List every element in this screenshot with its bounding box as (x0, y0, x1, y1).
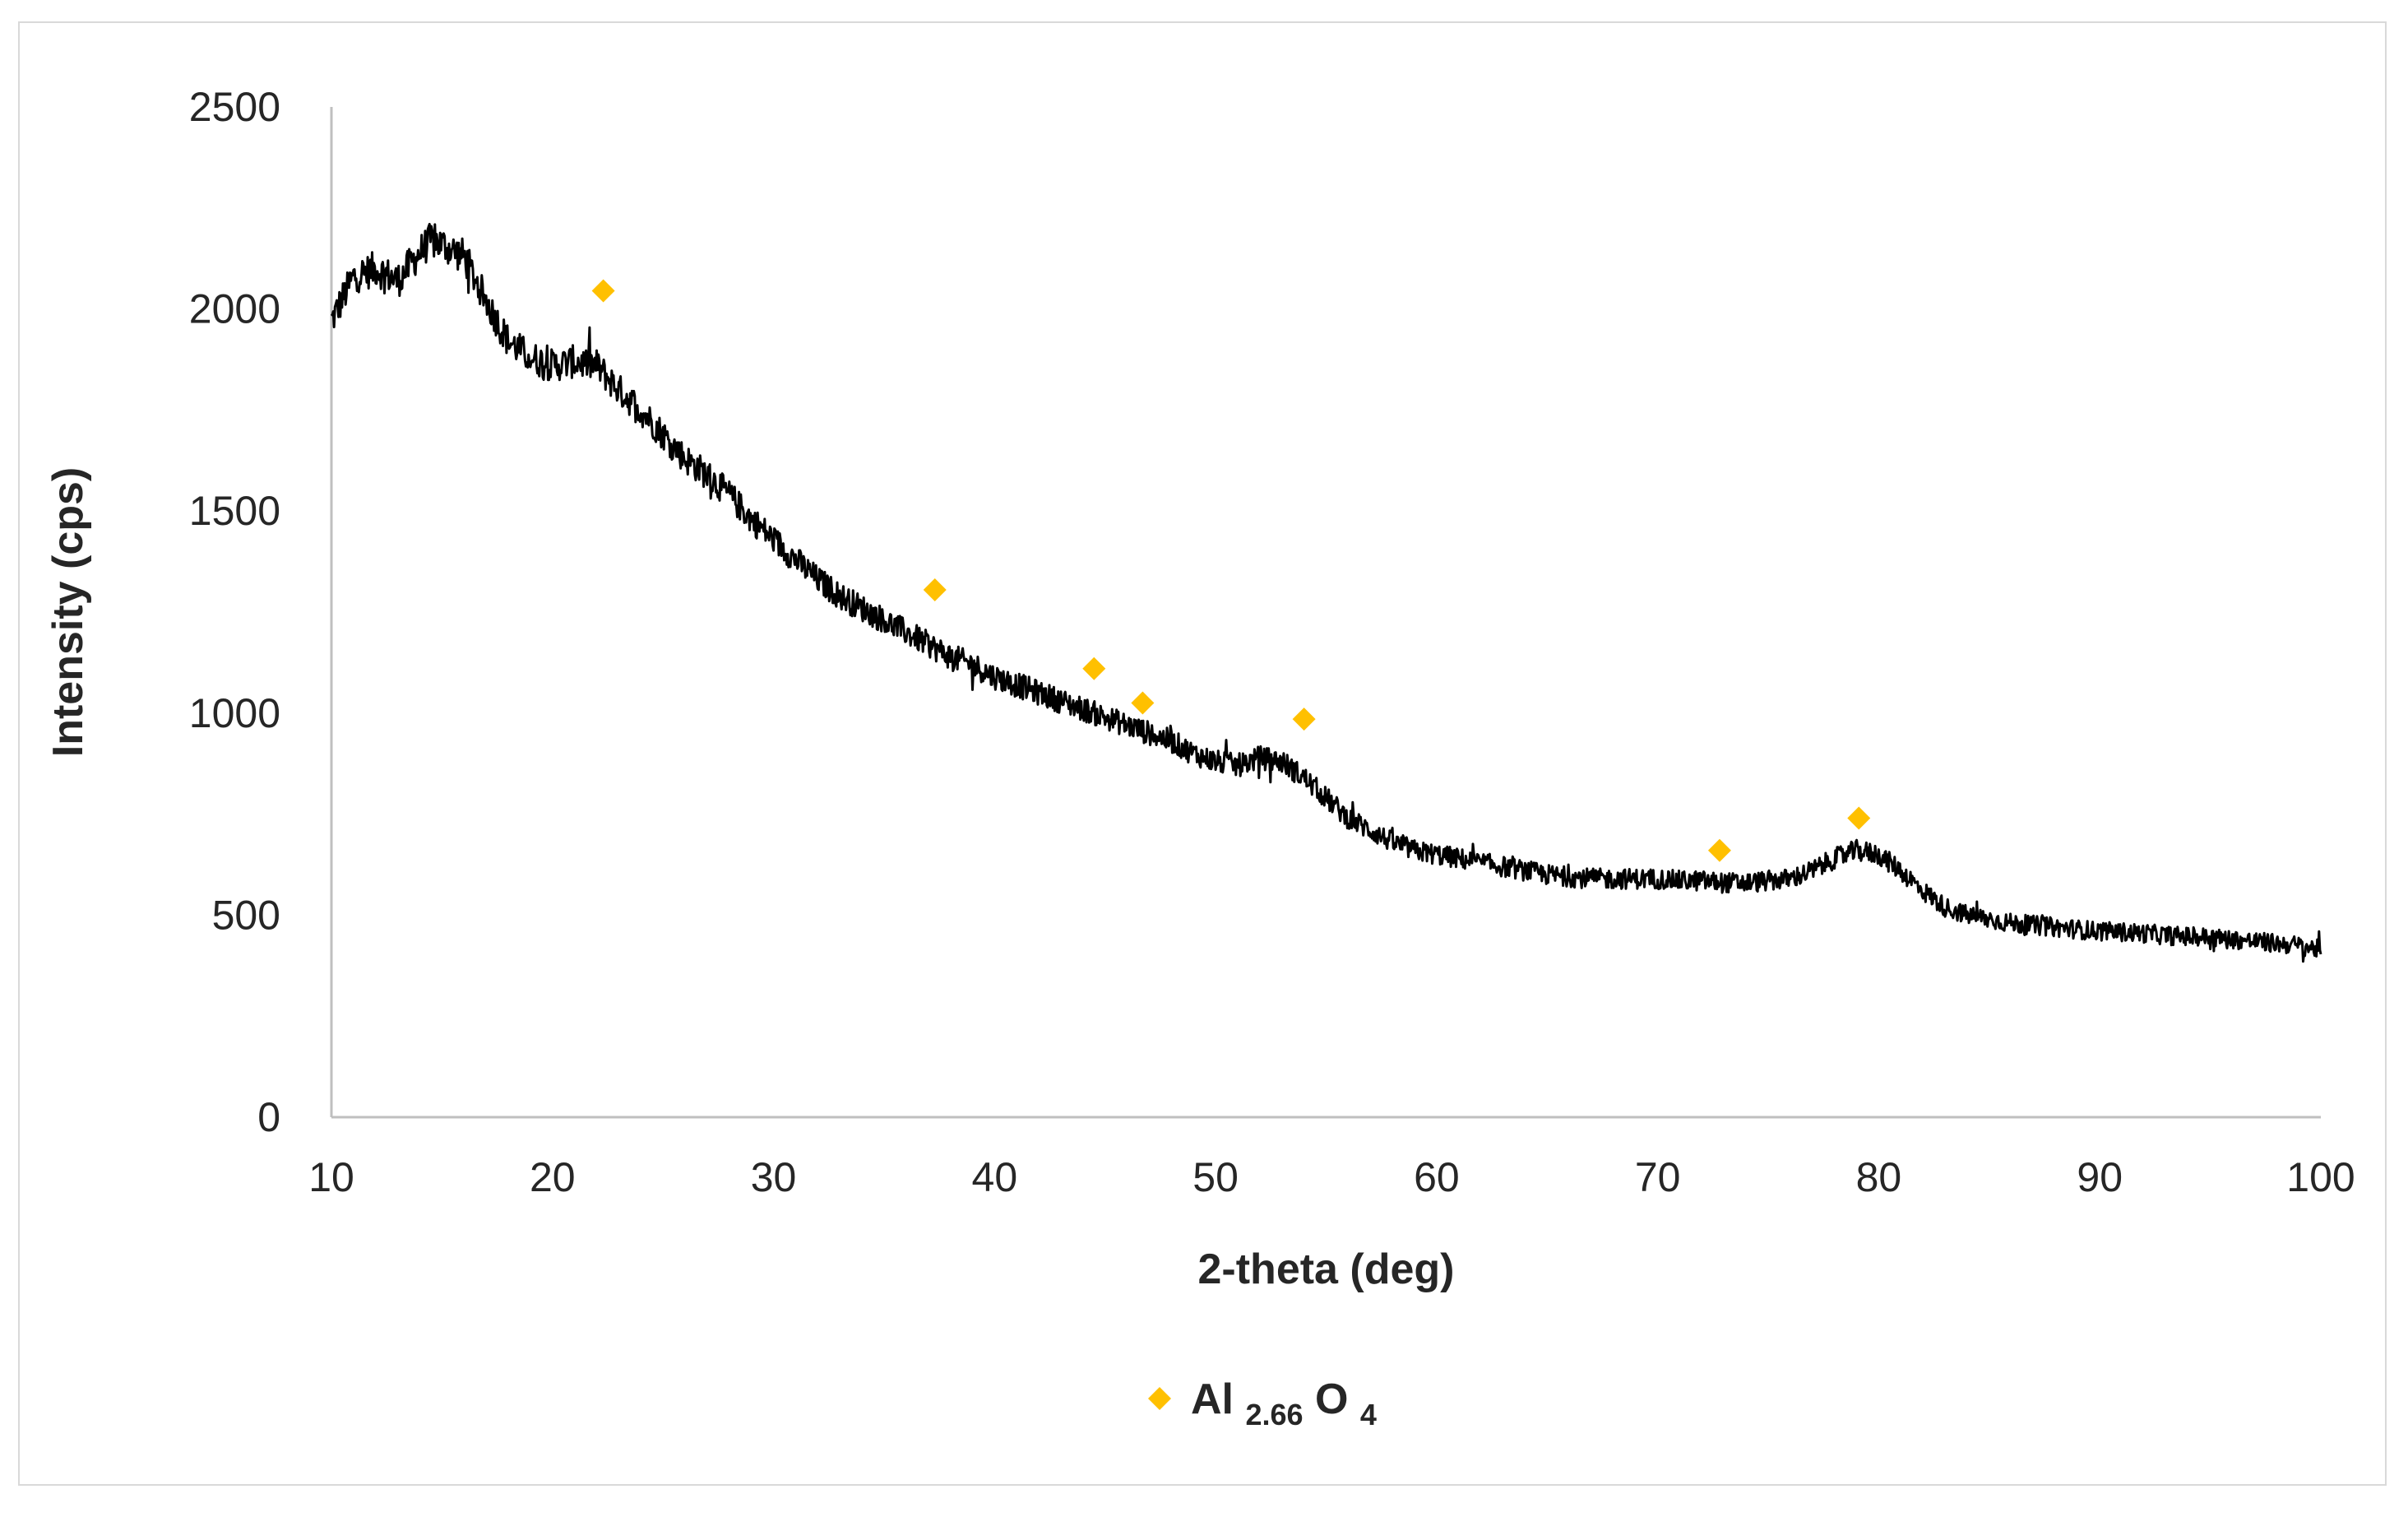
x-tick-label-50: 50 (1192, 1154, 1239, 1200)
x-tick-label-10: 10 (308, 1154, 354, 1200)
y-tick-label-2500: 2500 (189, 84, 280, 130)
y-tick-label-0: 0 (257, 1094, 280, 1140)
legend-diamond-icon (1148, 1387, 1171, 1410)
x-tick-label-80: 80 (1856, 1154, 1902, 1200)
al266o4-peak-markers (591, 279, 1871, 862)
peak-marker-3 (1082, 656, 1106, 680)
y-tick-labels: 0 500 1000 1500 2000 2500 (189, 84, 280, 1140)
x-axis-title: 2-theta (deg) (1198, 1246, 1455, 1293)
peak-marker-6 (1707, 838, 1731, 862)
x-tick-label-90: 90 (2077, 1154, 2123, 1200)
legend-label-o: O (1315, 1376, 1348, 1423)
legend-label-sub1: 2.66 (1245, 1398, 1303, 1431)
legend-label: Al 2.66 O 4 (1191, 1376, 1377, 1435)
y-tick-label-2000: 2000 (189, 286, 280, 332)
y-tick-label-1500: 1500 (189, 488, 280, 534)
peak-marker-4 (1131, 691, 1155, 715)
peak-marker-2 (923, 578, 947, 601)
peak-marker-1 (591, 279, 615, 303)
x-tick-label-20: 20 (530, 1154, 576, 1200)
peak-marker-5 (1292, 707, 1316, 731)
x-tick-label-60: 60 (1414, 1154, 1460, 1200)
peak-marker-7 (1847, 806, 1871, 830)
x-tick-label-40: 40 (972, 1154, 1018, 1200)
y-axis-title: Intensity (cps) (44, 467, 92, 758)
x-tick-label-70: 70 (1635, 1154, 1681, 1200)
y-tick-label-500: 500 (212, 892, 280, 938)
legend-label-al: Al (1191, 1376, 1234, 1423)
legend: Al 2.66 O 4 (1148, 1376, 1377, 1435)
x-tick-label-100: 100 (2286, 1154, 2355, 1200)
legend-label-sub2: 4 (1360, 1398, 1377, 1431)
xrd-pattern-line (330, 222, 2322, 963)
x-tick-label-30: 30 (751, 1154, 797, 1200)
x-tick-labels: 10 20 30 40 50 60 70 80 90 100 (308, 1154, 2355, 1200)
axes (330, 107, 2321, 1119)
y-tick-label-1000: 1000 (189, 690, 280, 736)
